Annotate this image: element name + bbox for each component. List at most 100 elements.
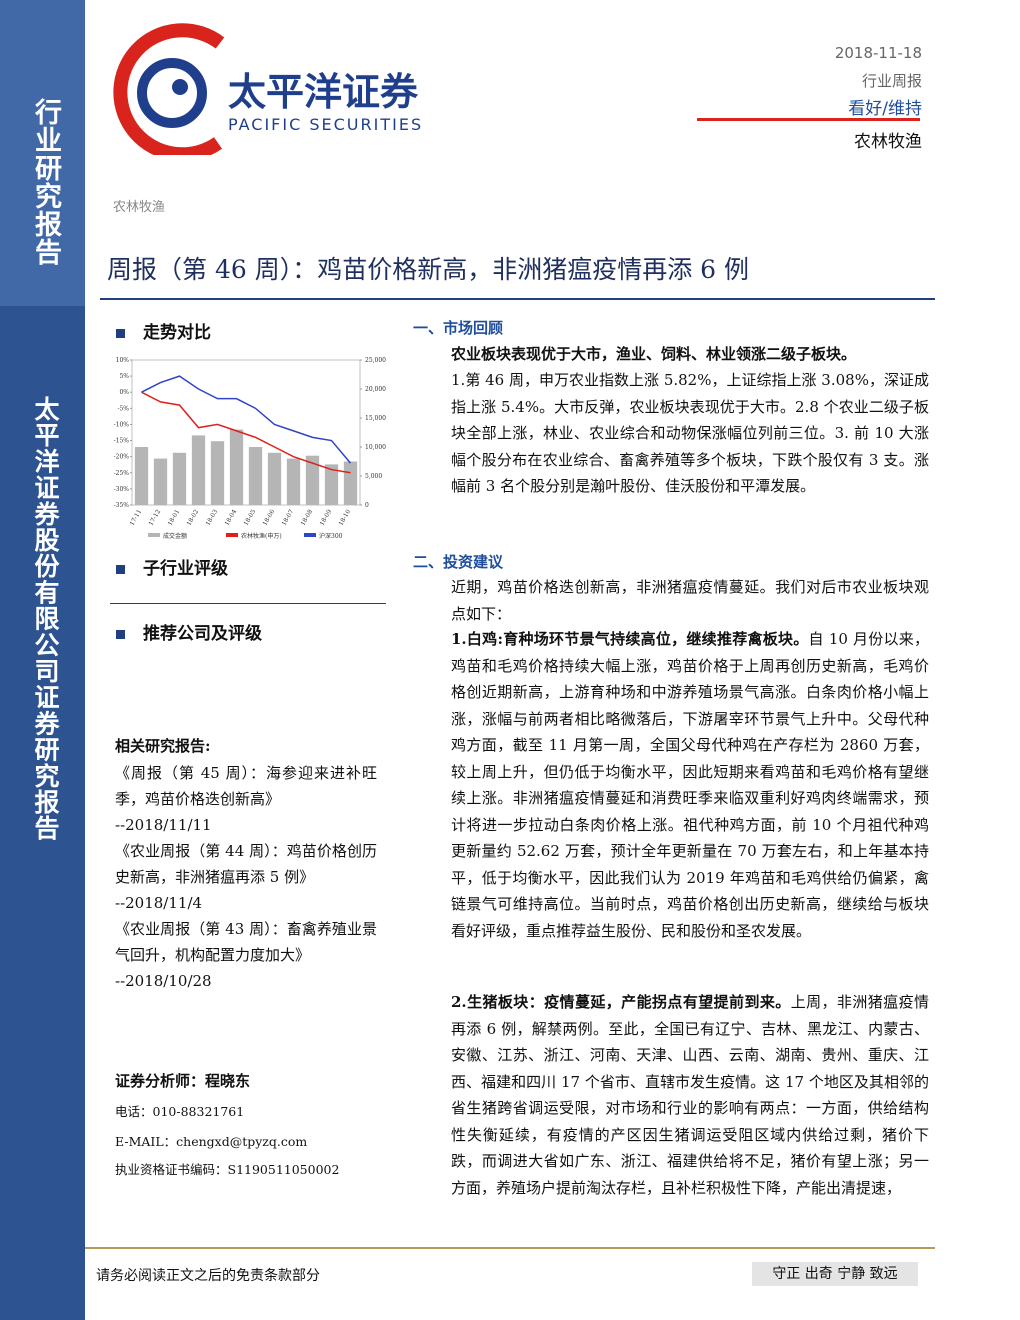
x-tick-label: 18-01 [167,509,182,527]
trend-heading: 走势对比 [116,318,211,343]
point-body: 自 10 月份以来，鸡苗和毛鸡价格持续大幅上涨，鸡苗价格于上周再创历史新高，毛鸡… [451,630,930,940]
motto: 守正 出奇 宁静 致远 [752,1262,918,1286]
rule [110,603,386,604]
industry: 农林牧渔 [854,132,922,152]
sub-rating-heading: 子行业评级 [116,554,228,579]
point-lead: 1.白鸡:育种场环节景气持续高位，继续推荐禽板块。 [451,630,809,648]
heading-text: 走势对比 [143,323,211,343]
logo-arc [113,23,225,155]
cert: 执业资格证书编码：S1190511050002 [115,1162,340,1177]
point-lead: 2.生猪板块：疫情蔓延，产能拐点有望提前到来。 [451,993,791,1011]
date: 2018-11-18 [834,44,922,62]
x-tick-label: 18-04 [224,508,239,527]
x-tick-label: 18-08 [300,508,315,527]
related-title: 《农业周报（第 44 周）：鸡苗价格创历史新高，非洲猪瘟再添 5 例》 [115,842,377,886]
x-tick-label: 18-03 [205,508,220,527]
logo-dot [172,79,188,95]
phone: 电话：010-88321761 [115,1104,245,1119]
related-title: 《周报（第 45 周）：海参迎来进补旺季，鸡苗价格迭创新高》 [115,764,377,808]
logo-en: PACIFIC SECURITIES [228,115,423,134]
bar [134,447,149,505]
point-body: 上周，非洲猪瘟疫情再添 6 例，解禁两例。至此，全国已有辽宁、吉林、黑龙江、内蒙… [451,993,929,1197]
rating: 看好/维持 [848,99,922,119]
line [141,391,351,474]
x-tick-label: 18-02 [186,508,201,527]
y-tick-label: -5% [117,405,129,412]
section-tag: 农林牧渔 [113,200,166,215]
x-tick-label: 18-06 [262,508,277,527]
related-date: --2018/11/11 [115,816,212,834]
line [141,375,352,464]
logo-cn: 太平洋证券 [228,70,419,114]
y-tick-label: -30% [114,486,130,493]
legend-swatch [304,533,316,537]
bar [343,461,358,505]
point: 2.生猪板块：疫情蔓延，产能拐点有望提前到来。上周，非洲猪瘟疫情再添 6 例，解… [451,989,929,1201]
section-heading: 一、市场回顾 [413,319,504,337]
bar [305,455,320,505]
legend-label: 农林牧渔(申万) [241,532,282,540]
y-tick-label: -20% [114,454,130,461]
legend-label: 沪深300 [319,532,343,540]
rating-rule [697,118,920,121]
y-tick-label: 0% [119,389,129,396]
bar [229,429,244,505]
related-list: 《周报（第 45 周）：海参迎来进补旺季，鸡苗价格迭创新高》 --2018/11… [115,760,377,994]
lead: 农业板块表现优于大市，渔业、饲料、林业领涨二级子板块。 [451,345,857,363]
y-tick-label: 5% [119,373,129,380]
legend-label: 成交金额 [163,532,187,540]
bar [210,441,225,505]
trend-chart: 10% 5% 0% -5% -10% -15% -20% -25% -30% -35% 25,000… [114,357,387,540]
related-heading: 相关研究报告: [115,737,211,755]
logo: 太平洋证券 PACIFIC SECURITIES [113,23,423,155]
y-tick-label: 10% [116,357,130,364]
logo-ring [137,58,207,128]
disclaimer: 请务必阅读正文之后的免责条款部分 [96,1268,320,1284]
section-heading: 二、投资建议 [413,553,504,571]
paragraph: 1.第 46 周，申万农业指数上涨 5.82%，上证综指上涨 3.08%，深证成… [451,371,929,495]
heading-text: 推荐公司及评级 [143,624,262,644]
related-title: 《农业周报（第 43 周）：畜禽养殖业景气回升，机构配置力度加大》 [115,920,377,964]
analyst: 证券分析师：程晓东 [115,1072,251,1090]
y-tick-label: -35% [114,502,130,509]
heading-text: 子行业评级 [143,559,228,579]
y2-tick-label: 5,000 [365,473,382,480]
y-tick-label: -15% [114,438,130,445]
bar [248,447,263,505]
sidebar-category: 行业研究报告 [30,98,61,266]
related-date: --2018/10/28 [115,972,212,990]
email: E-MAIL：chengxd@tpyzq.com [115,1134,308,1149]
footer-rule [85,1247,935,1249]
bar [324,464,339,505]
paragraph: 近期，鸡苗价格迭创新高，非洲猪瘟疫情蔓延。我们对后市农业板块观点如下： [451,578,929,623]
title-rule [100,298,935,300]
title: 周报（第 46 周）：鸡苗价格新高，非洲猪瘟疫情再添 6 例 [107,255,750,284]
y2-tick-label: 0 [365,502,369,509]
sidebar-top: 行业研究报告 [0,0,85,306]
y2-tick-label: 10,000 [365,444,386,451]
sidebar-company: 太平洋证券股份有限公司证券研究报告 [31,396,60,842]
bar [267,452,282,505]
plot-frame [131,359,361,506]
y2-tick-label: 15,000 [365,415,386,422]
y2-tick-label: 25,000 [365,357,386,364]
y-tick-label: -25% [114,470,130,477]
report-type: 行业周报 [861,72,922,90]
related-date: --2018/11/4 [115,894,203,912]
x-tick-label: 17-12 [148,508,163,527]
x-tick-label: 18-05 [243,508,258,527]
legend-swatch [148,533,160,537]
recommend-heading: 推荐公司及评级 [116,619,262,644]
y-tick-label: -10% [114,421,130,428]
bar [286,458,301,505]
x-tick-label: 18-07 [281,508,296,527]
bar [153,458,168,505]
bar [172,452,187,505]
x-tick-label: 18-10 [338,508,353,527]
x-tick-label: 17-11 [129,509,144,527]
bar [191,435,206,505]
x-tick-label: 18-09 [319,508,334,527]
legend-swatch [226,533,238,537]
sidebar-bottom: 太平洋证券股份有限公司证券研究报告 [0,306,85,1320]
